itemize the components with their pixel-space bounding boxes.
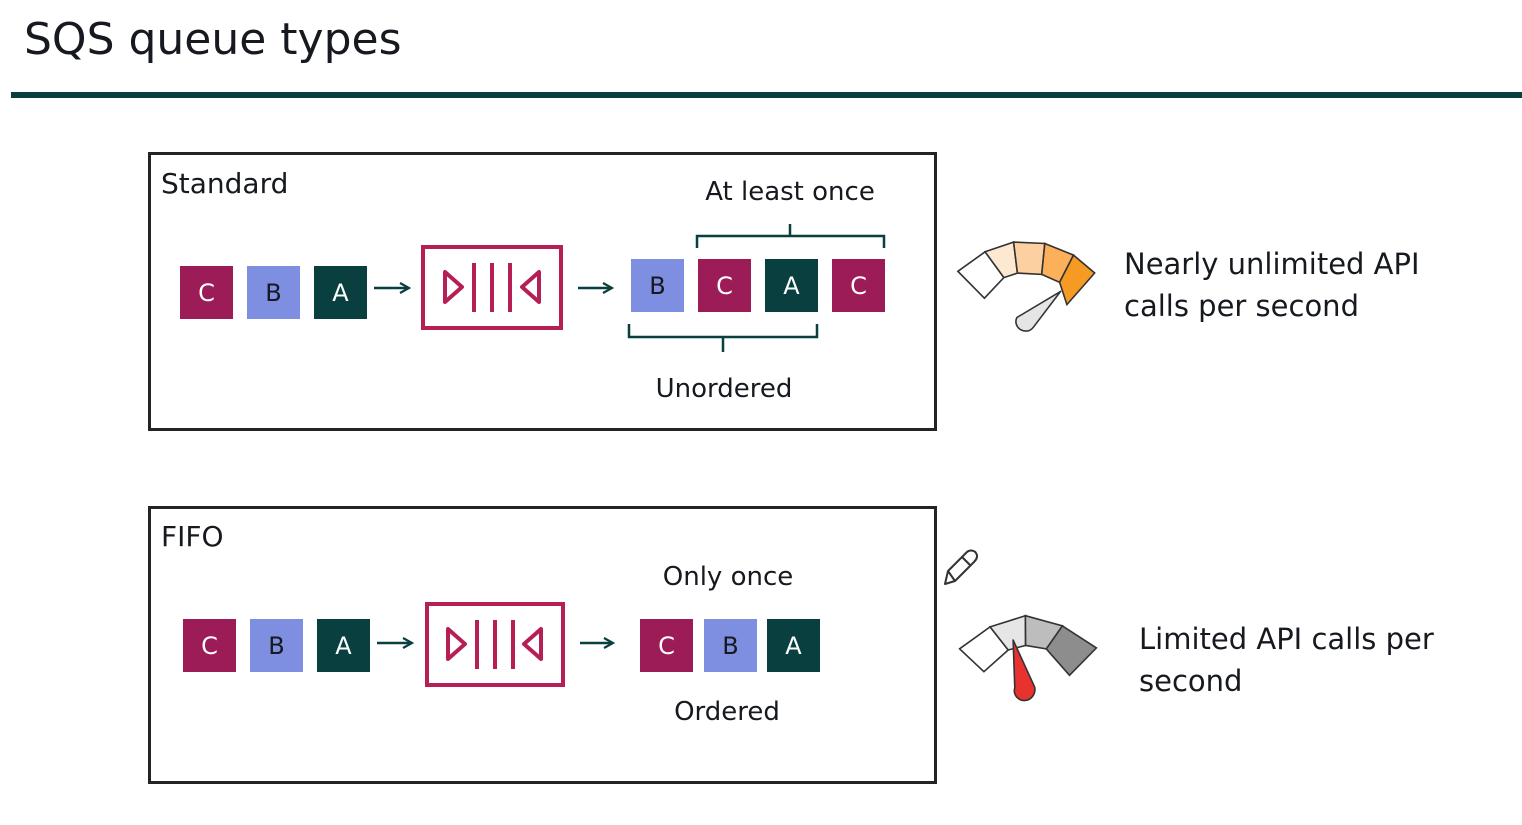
pencil-icon [944, 549, 979, 585]
fifo-caption-line2: second [1139, 664, 1243, 698]
standard-output-msg-a: A [765, 259, 818, 312]
standard-input-msg-a: A [314, 266, 367, 319]
standard-caption-line1: Nearly unlimited API [1124, 247, 1420, 281]
standard-caption-line2: calls per second [1124, 289, 1359, 323]
fifo-input-msg-c: C [183, 619, 236, 672]
page-title: SQS queue types [24, 14, 402, 65]
fifo-output-msg-b: B [704, 619, 757, 672]
fifo-queue-icon [425, 602, 565, 687]
fifo-panel-label: FIFO [161, 520, 224, 553]
fifo-top-label: Only once [662, 562, 794, 592]
fifo-output-msg-a: A [767, 619, 820, 672]
standard-input-msg-c: C [180, 266, 233, 319]
unordered-bracket [627, 324, 819, 352]
standard-input-msg-b: B [247, 266, 300, 319]
fifo-bottom-label: Ordered [674, 697, 780, 727]
title-divider [11, 92, 1522, 98]
fifo-input-msg-b: B [250, 619, 303, 672]
standard-top-label: At least once [705, 177, 875, 207]
standard-output-msg-c: C [698, 259, 751, 312]
fifo-panel [148, 506, 937, 784]
standard-output-msg-b: B [631, 259, 684, 312]
at-least-once-bracket [695, 224, 886, 248]
standard-queue-icon [421, 245, 563, 330]
speedometer-high-icon [956, 241, 1096, 332]
standard-bottom-label: Unordered [655, 374, 793, 404]
fifo-caption-line1: Limited API calls per [1139, 622, 1434, 656]
fifo-input-msg-a: A [317, 619, 370, 672]
fifo-output-msg-c: C [640, 619, 693, 672]
fifo-caption: Limited API calls per second [1139, 618, 1434, 702]
standard-caption: Nearly unlimited API calls per second [1124, 243, 1420, 327]
standard-panel [148, 152, 937, 431]
speedometer-low-icon [958, 614, 1098, 702]
standard-panel-label: Standard [161, 167, 289, 200]
standard-output-msg-c-duplicate: C [832, 259, 885, 312]
